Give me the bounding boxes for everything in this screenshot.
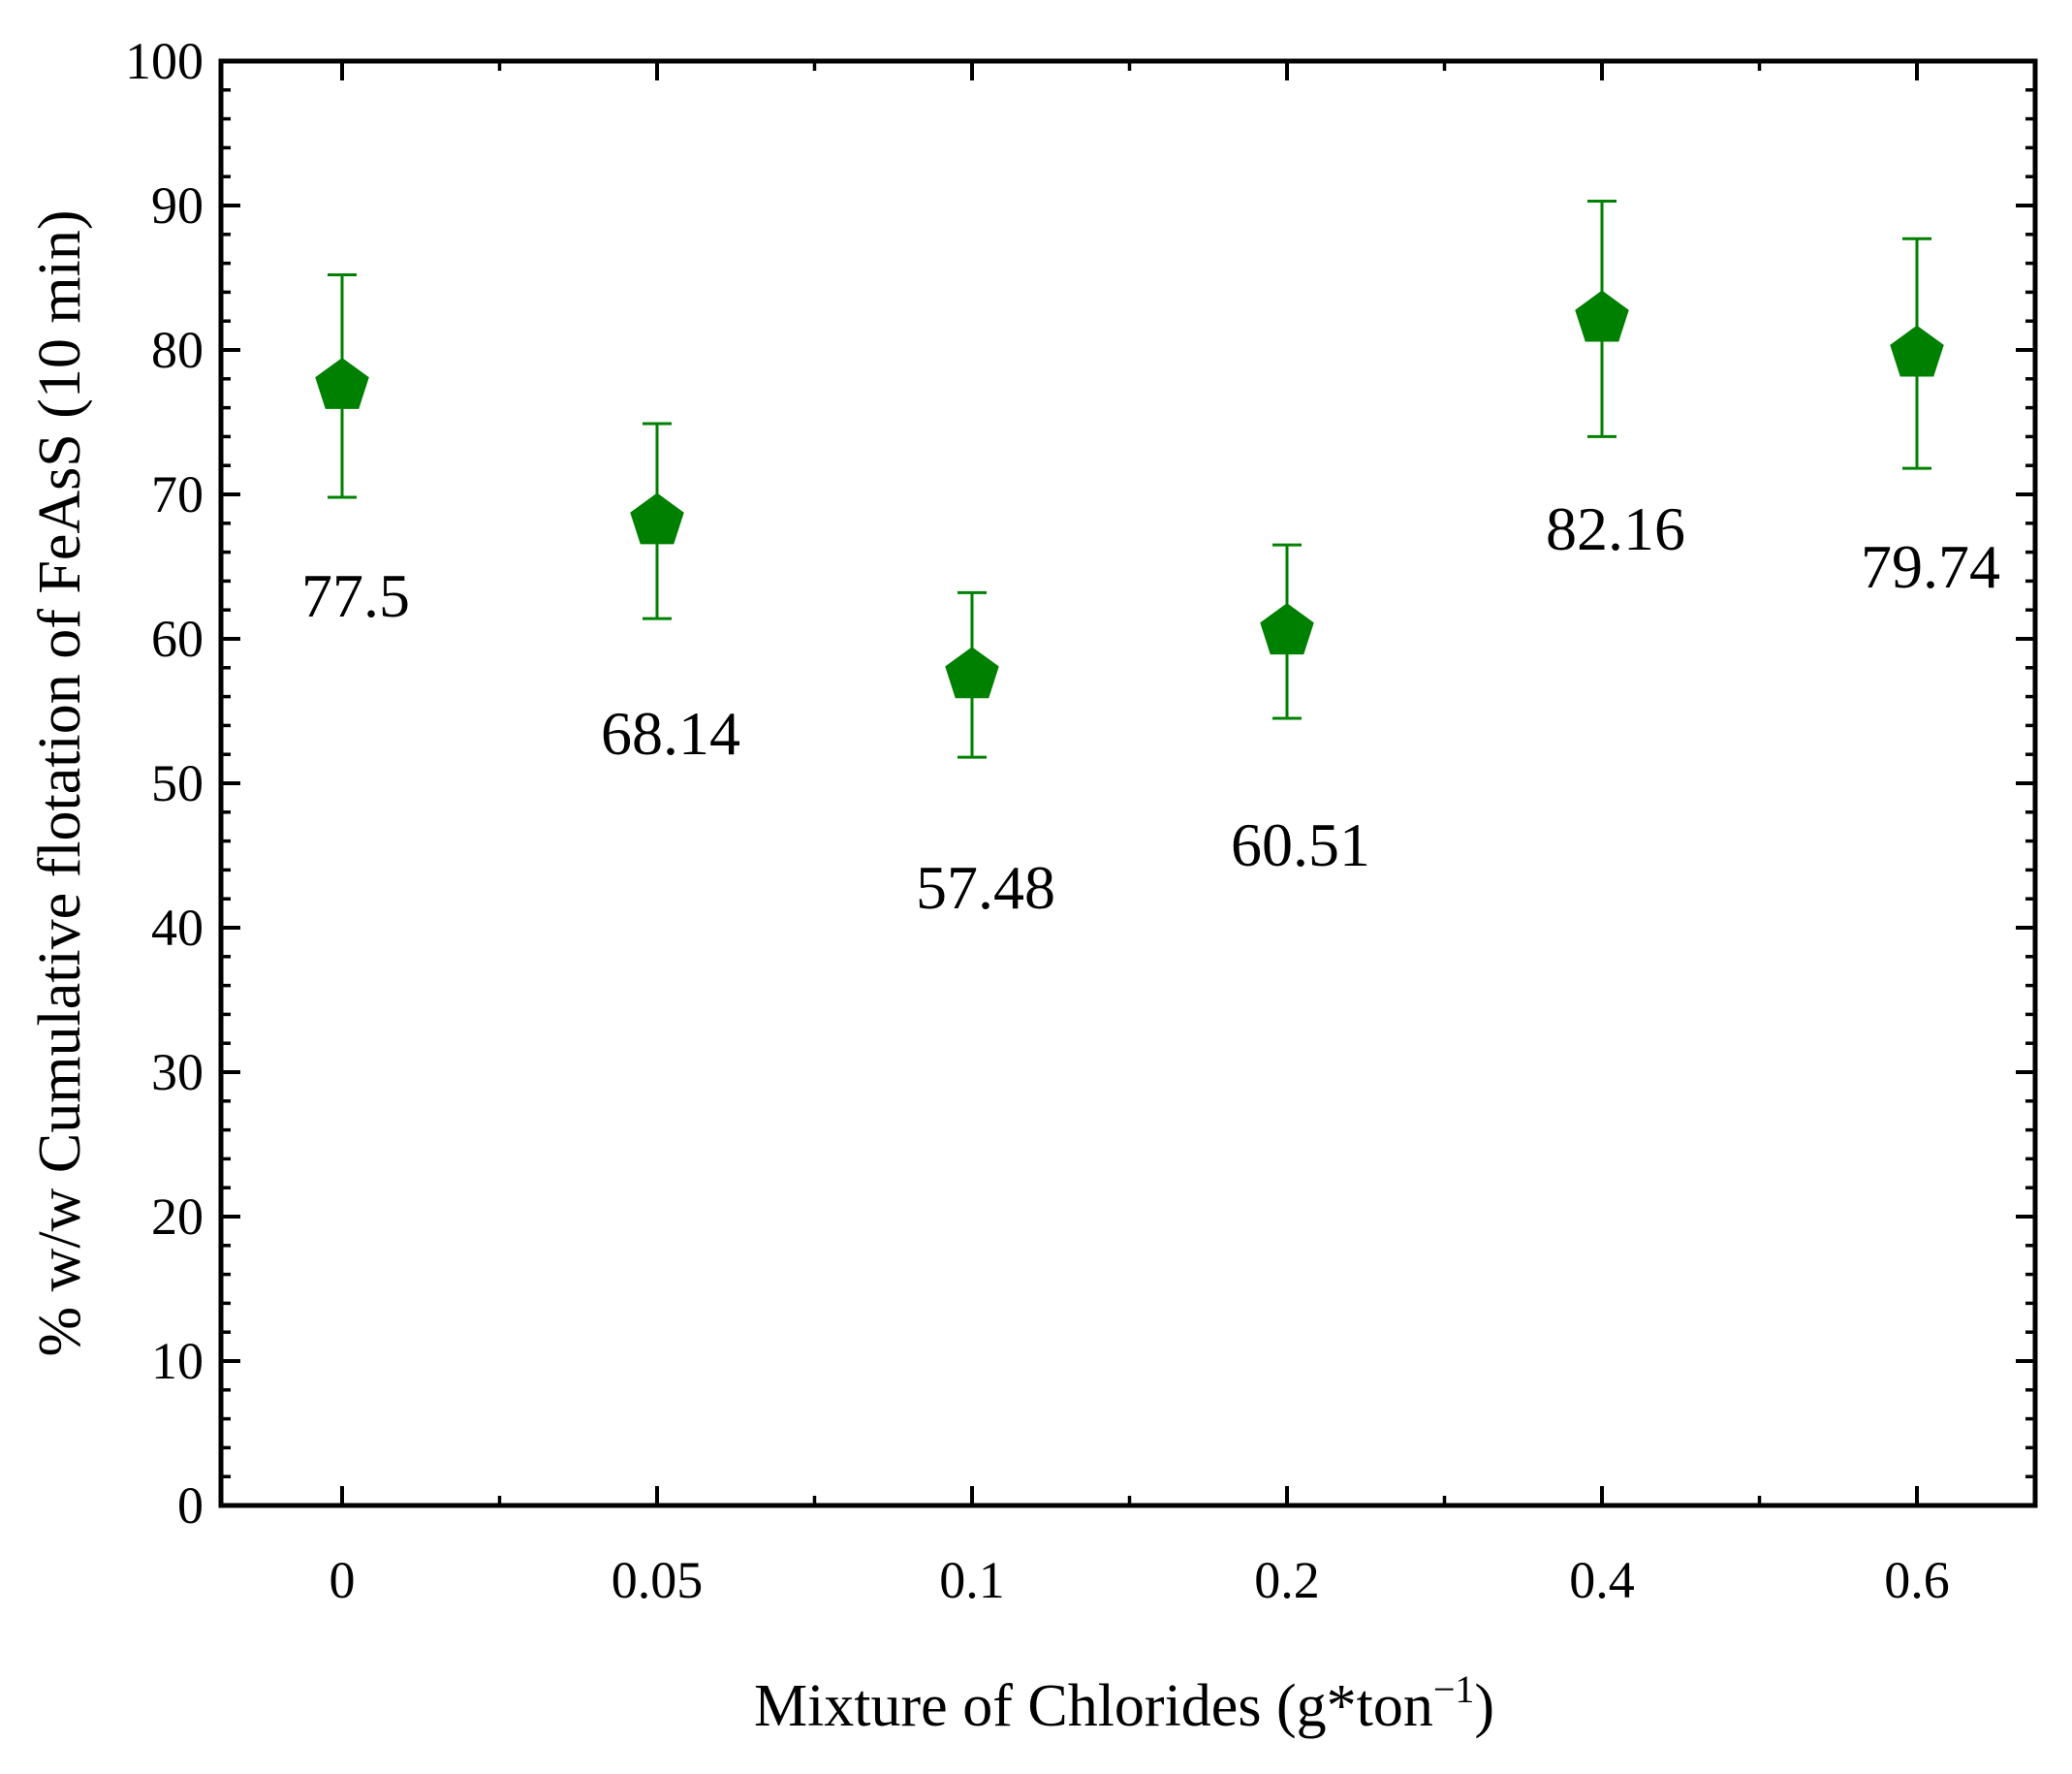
data-point [315, 358, 369, 409]
data-point [1575, 290, 1629, 342]
y-tick-label: 100 [125, 32, 204, 90]
data-label: 60.51 [1231, 810, 1370, 879]
y-tick-label: 40 [151, 899, 204, 957]
data-markers [315, 290, 1944, 699]
data-point [1260, 603, 1314, 655]
x-axis-title: Mixture of Chlorides (g*ton−1) [754, 1667, 1494, 1739]
data-point [1890, 325, 1944, 377]
data-label: 68.14 [601, 699, 740, 768]
data-label: 77.5 [301, 561, 410, 630]
data-label: 82.16 [1546, 494, 1685, 563]
y-tick-labels: 0 10 20 30 40 50 60 70 80 90 100 [125, 32, 204, 1535]
x-tick-label: 0.1 [939, 1551, 1005, 1609]
y-tick-label: 60 [151, 610, 204, 668]
data-label: 79.74 [1861, 532, 2000, 601]
data-label: 57.48 [916, 853, 1055, 922]
y-tick-label: 80 [151, 321, 204, 379]
data-labels: 77.5 68.14 57.48 60.51 82.16 79.74 [301, 494, 2000, 922]
y-tick-label: 20 [151, 1188, 204, 1246]
y-tick-label: 70 [151, 465, 204, 523]
data-point [630, 492, 684, 545]
x-tick-label: 0.6 [1884, 1551, 1950, 1609]
x-tick-label: 0 [330, 1551, 356, 1609]
data-point [945, 647, 999, 699]
y-tick-label: 90 [151, 176, 204, 235]
x-tick-label: 0.2 [1254, 1551, 1320, 1609]
y-axis-title: % w/w Cumulative flotation of FeAsS (10 … [27, 209, 93, 1356]
y-tick-label: 0 [177, 1476, 204, 1535]
x-tick-label: 0.05 [612, 1551, 704, 1609]
y-tick-label: 50 [151, 754, 204, 812]
error-bars [328, 200, 1931, 759]
x-tick-labels: 0 0.05 0.1 0.2 0.4 0.6 [330, 1551, 1950, 1609]
axis-ticks [221, 59, 2035, 1507]
y-tick-label: 30 [151, 1043, 204, 1101]
y-tick-label: 10 [151, 1332, 204, 1390]
plot-frame [218, 58, 2038, 1508]
x-tick-label: 0.4 [1569, 1551, 1635, 1609]
